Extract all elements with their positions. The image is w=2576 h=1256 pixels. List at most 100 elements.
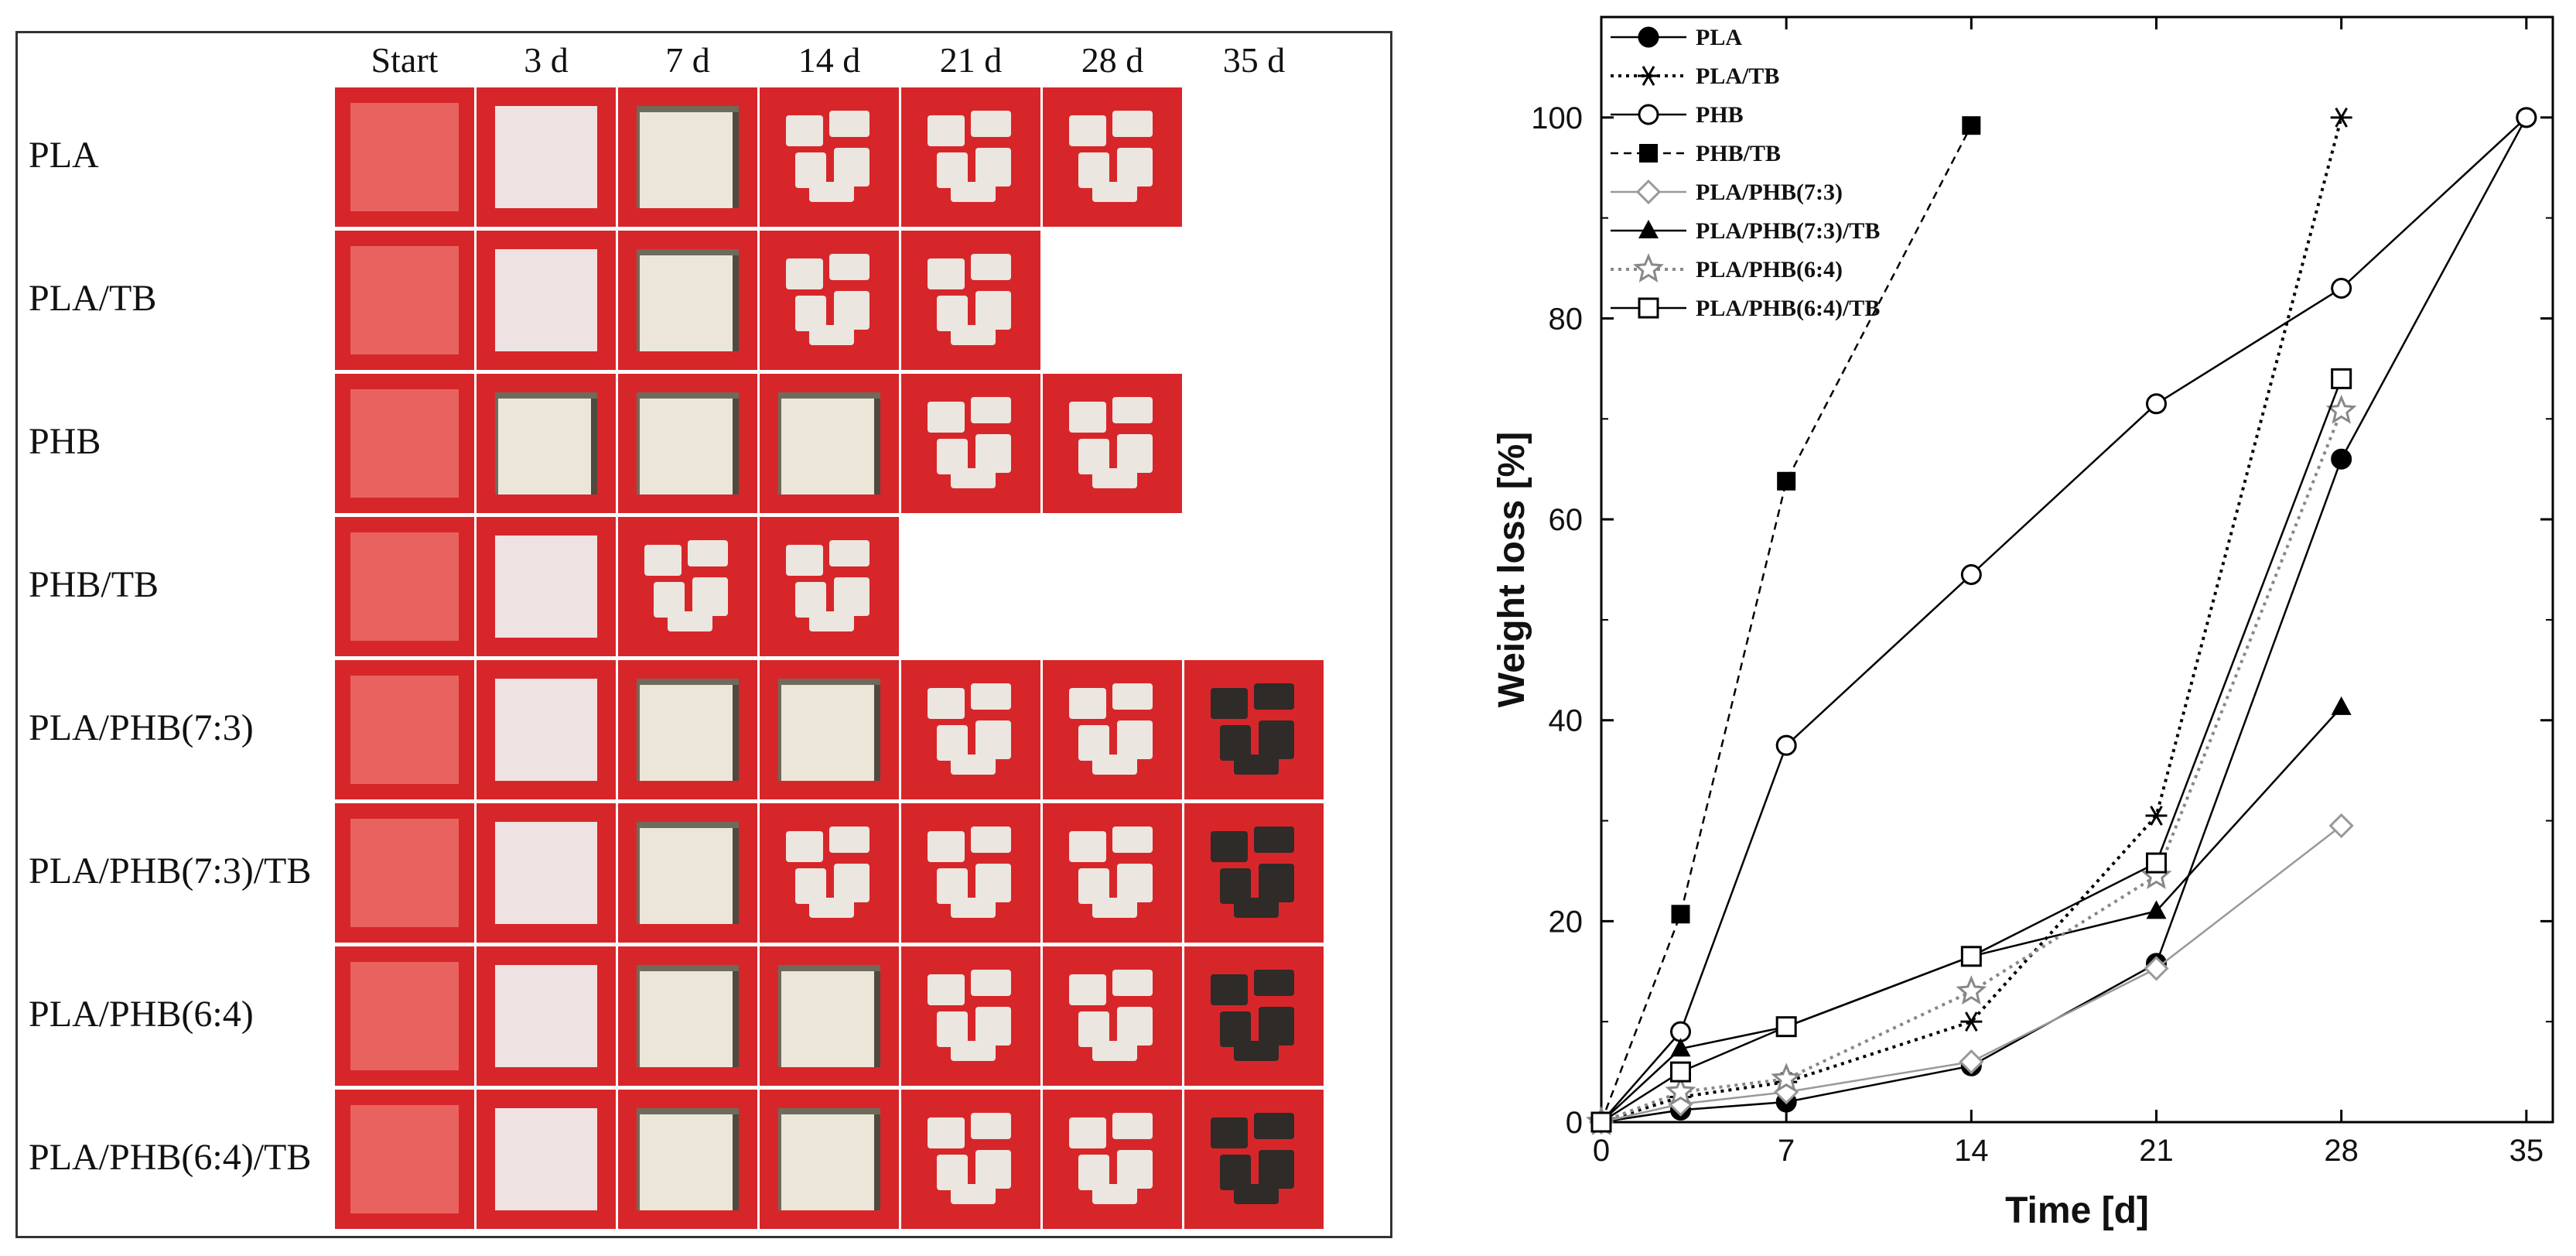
legend-marker bbox=[1638, 297, 1659, 319]
marker-shape bbox=[2331, 448, 2352, 470]
sample-fragment bbox=[971, 111, 1011, 137]
marker-shape bbox=[2146, 852, 2167, 874]
row-label: PLA/PHB(7:3)/TB bbox=[29, 850, 312, 892]
sample-photo bbox=[618, 517, 757, 656]
sample-film bbox=[1061, 822, 1163, 924]
legend-label: PLA bbox=[1696, 25, 1742, 50]
sample-photo bbox=[477, 1090, 616, 1229]
marker-shape bbox=[2150, 806, 2163, 826]
sample-fragment bbox=[1112, 826, 1153, 853]
sample-fragment bbox=[1092, 468, 1137, 488]
marker-shape bbox=[2144, 956, 2169, 981]
data-point bbox=[1777, 471, 1796, 491]
marker-shape bbox=[1777, 471, 1796, 491]
series-line bbox=[1600, 125, 1973, 1123]
marker-shape bbox=[2516, 107, 2537, 128]
data-point bbox=[2516, 107, 2537, 128]
sample-fragment bbox=[1117, 720, 1153, 759]
sample-fragment bbox=[1254, 1113, 1294, 1139]
row-label: PHB bbox=[29, 421, 101, 462]
sample-film bbox=[1061, 679, 1163, 781]
data-point bbox=[2331, 448, 2352, 470]
marker-shape bbox=[1665, 1076, 1696, 1105]
data-point bbox=[2328, 813, 2354, 839]
sample-fragment bbox=[1259, 720, 1294, 759]
sample-fragment bbox=[975, 1007, 1011, 1046]
sample-fragment bbox=[1254, 970, 1294, 996]
sample-fragment bbox=[1069, 974, 1106, 1005]
sample-fragment bbox=[1211, 688, 1248, 719]
sample-film bbox=[1203, 965, 1305, 1067]
legend-marker bbox=[1638, 104, 1659, 125]
marker-shape bbox=[1962, 116, 1981, 135]
sample-film bbox=[778, 965, 880, 1067]
y-tick-label: 0 bbox=[1566, 1106, 1583, 1140]
sample-photo bbox=[1184, 660, 1324, 799]
legend-entry: PLA/PHB(6:4)/TB bbox=[1611, 296, 1880, 321]
sample-fragment bbox=[951, 898, 996, 918]
sample-film bbox=[350, 819, 459, 927]
legend-label: PLA/PHB(7:3) bbox=[1696, 180, 1843, 205]
sample-fragment bbox=[1259, 864, 1294, 902]
sample-photo bbox=[618, 374, 757, 513]
marker-shape bbox=[1959, 1049, 1984, 1075]
sample-photo bbox=[335, 1090, 474, 1229]
legend-entry: PLA/PHB(7:3) bbox=[1611, 179, 1843, 205]
marker-shape bbox=[1635, 179, 1662, 205]
sample-fragment bbox=[692, 577, 728, 616]
sample-film bbox=[920, 679, 1022, 781]
sample-fragment bbox=[951, 1041, 996, 1061]
data-point bbox=[2325, 395, 2357, 424]
sample-film bbox=[637, 1108, 739, 1210]
legend-entry: PHB bbox=[1611, 102, 1744, 128]
sample-film bbox=[495, 822, 597, 924]
sample-fragment bbox=[975, 291, 1011, 330]
sample-film bbox=[920, 822, 1022, 924]
legend-label: PLA/TB bbox=[1696, 63, 1779, 89]
legend: PLA PLA/TB PHB PHB/TB PLA/PHB(7:3) PLA/PHB(7:… bbox=[1611, 25, 1880, 321]
row-label: PLA/TB bbox=[29, 278, 157, 319]
sample-fragment bbox=[1117, 148, 1153, 187]
x-tick-label: 35 bbox=[2509, 1134, 2544, 1168]
sample-photo bbox=[477, 946, 616, 1086]
data-point bbox=[1960, 563, 1982, 585]
sample-photo bbox=[901, 660, 1040, 799]
data-point bbox=[1670, 1038, 1691, 1057]
sample-fragment bbox=[829, 254, 869, 280]
sample-film bbox=[350, 103, 459, 211]
sample-fragment bbox=[1259, 1007, 1294, 1046]
sample-photo bbox=[618, 803, 757, 943]
column-header: 3 d bbox=[524, 40, 569, 80]
series-line bbox=[1601, 825, 2342, 1124]
sample-photo bbox=[1043, 374, 1182, 513]
column-header: 28 d bbox=[1081, 40, 1144, 80]
data-point bbox=[1771, 1063, 1802, 1093]
series-line bbox=[1601, 117, 2343, 1124]
sample-fragment bbox=[1112, 397, 1153, 423]
column-header: 7 d bbox=[665, 40, 710, 80]
marker-shape bbox=[1965, 1011, 1978, 1032]
legend-label: PLA/PHB(7:3)/TB bbox=[1696, 218, 1880, 244]
sample-film bbox=[350, 389, 459, 498]
sample-film bbox=[778, 106, 880, 208]
sample-fragment bbox=[834, 577, 869, 616]
sample-fragment bbox=[1211, 974, 1248, 1005]
sample-photo bbox=[760, 374, 899, 513]
sample-fragment bbox=[1259, 1150, 1294, 1189]
sample-photo bbox=[901, 374, 1040, 513]
legend-label: PLA/PHB(6:4)/TB bbox=[1696, 296, 1880, 321]
sample-photo bbox=[901, 946, 1040, 1086]
data-point bbox=[1956, 975, 1987, 1005]
marker-shape bbox=[2331, 696, 2352, 715]
sample-photo bbox=[1043, 803, 1182, 943]
sample-film bbox=[637, 822, 739, 924]
y-tick-label: 100 bbox=[1531, 101, 1583, 135]
sample-fragment bbox=[1234, 755, 1279, 775]
marker-shape bbox=[2325, 395, 2357, 424]
sample-photo bbox=[1043, 946, 1182, 1086]
row-label: PLA bbox=[29, 135, 99, 176]
sample-fragment bbox=[809, 611, 854, 631]
sample-fragment bbox=[834, 291, 869, 330]
sample-photo bbox=[760, 1090, 899, 1229]
sample-photo bbox=[1043, 87, 1182, 227]
